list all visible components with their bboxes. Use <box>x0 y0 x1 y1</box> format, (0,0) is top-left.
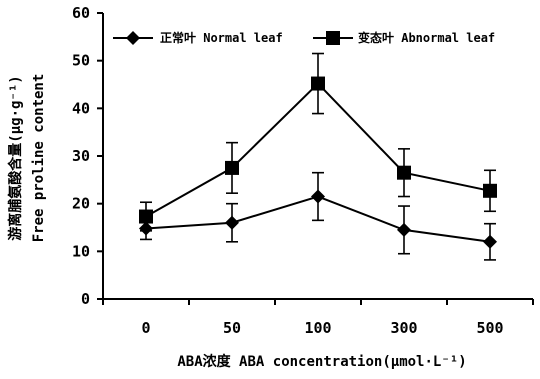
x-tick-label: 100 <box>304 319 331 337</box>
y-tick-label: 60 <box>72 4 90 22</box>
x-ticks: 0 50 100 300 500 <box>102 299 534 337</box>
legend-marker <box>126 31 140 45</box>
data-point <box>311 189 325 204</box>
y-tick-label: 30 <box>72 147 90 165</box>
y-axis-title-cn: 游离脯氨酸含量(μg·g⁻¹) <box>7 75 24 240</box>
y-tick-label: 50 <box>72 52 90 70</box>
y-tick-label: 10 <box>72 242 90 260</box>
legend: 正常叶 Normal leaf 变态叶 Abnormal leaf <box>113 30 495 45</box>
y-ticks: 0 10 20 30 40 50 60 <box>72 4 103 308</box>
y-tick-label: 20 <box>72 195 90 213</box>
data-point <box>311 76 325 91</box>
data-point <box>139 209 153 224</box>
y-tick-label: 40 <box>72 99 90 117</box>
legend-item: 正常叶 Normal leaf <box>113 30 283 45</box>
data-point <box>397 165 411 180</box>
data-point <box>483 234 497 249</box>
legend-label: 正常叶 Normal leaf <box>160 30 283 45</box>
x-tick-label: 0 <box>141 319 150 337</box>
data-point <box>397 222 411 237</box>
x-tick-label: 50 <box>223 319 241 337</box>
y-tick-label: 0 <box>81 290 90 308</box>
legend-marker <box>326 31 340 45</box>
plot-area <box>139 52 497 261</box>
legend-item: 变态叶 Abnormal leaf <box>313 30 495 45</box>
x-axis-title: ABA浓度 ABA concentration(μmol·L⁻¹) <box>177 353 466 370</box>
y-axis-title-en: Free proline content <box>31 74 47 243</box>
x-tick-label: 500 <box>476 319 503 337</box>
data-point <box>225 215 239 230</box>
data-point <box>483 183 497 198</box>
series-normal-leaf <box>139 171 497 261</box>
series-abnormal-leaf <box>139 52 497 232</box>
legend-label: 变态叶 Abnormal leaf <box>358 30 495 45</box>
y-axis: 0 10 20 30 40 50 60 <box>72 4 104 308</box>
data-point <box>225 160 239 175</box>
x-tick-label: 300 <box>390 319 417 337</box>
x-axis: 0 50 100 300 500 <box>102 298 534 337</box>
